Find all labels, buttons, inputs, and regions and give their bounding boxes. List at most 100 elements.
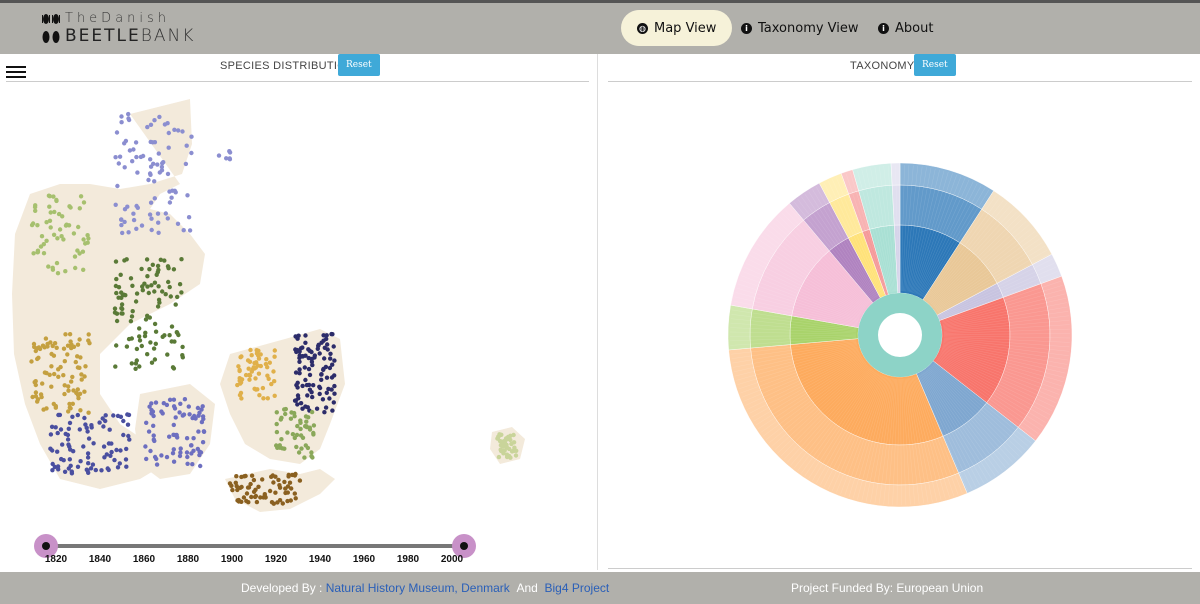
observation-point <box>257 393 262 398</box>
sunburst-texture-line <box>896 378 900 506</box>
observation-point <box>236 499 241 504</box>
observation-point <box>180 129 185 134</box>
sunburst-texture-line <box>929 367 1013 463</box>
map-reset-button[interactable]: Reset <box>338 54 380 76</box>
observation-point <box>157 300 162 305</box>
taxonomy-sunburst[interactable] <box>720 155 1080 515</box>
sunburst-center[interactable] <box>878 313 922 357</box>
observation-point <box>504 437 510 442</box>
observation-point <box>314 406 320 411</box>
observation-point <box>193 416 198 421</box>
observation-point <box>163 211 168 216</box>
nav-taxonomy-view[interactable]: i Taxonomy View <box>741 10 859 46</box>
timeline-track[interactable] <box>47 544 465 548</box>
observation-point <box>319 377 324 382</box>
observation-point <box>155 211 161 216</box>
observation-point <box>324 336 329 342</box>
observation-point <box>148 340 153 345</box>
observation-point <box>154 462 160 467</box>
observation-point <box>124 344 130 349</box>
observation-point <box>170 365 176 370</box>
timeline-tick: 2000 <box>440 554 464 565</box>
observation-point <box>256 371 262 376</box>
observation-point <box>167 200 173 205</box>
sunburst-segment[interactable] <box>890 162 901 186</box>
sunburst-texture-line <box>939 263 1055 317</box>
timeline-tick: 1840 <box>88 554 112 565</box>
observation-point <box>311 383 316 388</box>
observation-point <box>58 427 64 432</box>
big4-project-link[interactable]: Big4 Project <box>544 581 610 595</box>
observation-point <box>320 397 326 402</box>
observation-point <box>67 401 72 407</box>
observation-point <box>145 274 150 279</box>
observation-point <box>85 455 91 460</box>
sunburst-texture-line <box>760 360 865 433</box>
observation-point <box>509 441 514 447</box>
year-timeline-slider[interactable]: 1820 1840 1860 1880 1900 1920 1940 1960 … <box>34 532 486 572</box>
observation-point <box>288 416 294 421</box>
observation-point <box>73 359 79 365</box>
observation-point <box>122 165 127 170</box>
observation-point <box>41 251 47 256</box>
observation-point <box>152 321 158 327</box>
sunburst-texture-line <box>941 275 1060 320</box>
observation-point <box>113 155 118 160</box>
observation-point <box>149 283 154 288</box>
sunburst-texture-line <box>905 378 924 504</box>
observation-point <box>113 364 118 369</box>
observation-point <box>55 430 60 436</box>
observation-point <box>200 404 205 409</box>
observation-point <box>68 406 73 411</box>
observation-point <box>44 238 49 243</box>
sunburst-texture-line <box>775 218 868 306</box>
sunburst-texture-line <box>781 212 870 304</box>
sunburst-texture-line <box>783 367 871 460</box>
observation-point <box>148 448 153 454</box>
sunburst-texture-line <box>939 258 1053 316</box>
observation-point <box>145 124 150 130</box>
observation-point <box>309 349 314 355</box>
observation-point <box>322 356 327 361</box>
observation-point <box>75 342 81 347</box>
observation-point <box>38 392 44 397</box>
observation-point <box>504 454 510 460</box>
sunburst-texture-line <box>731 314 857 330</box>
taxonomy-reset-button[interactable]: Reset <box>914 54 956 76</box>
denmark-species-map[interactable] <box>0 84 597 524</box>
observation-point <box>286 474 291 479</box>
observation-point <box>145 313 150 318</box>
menu-icon[interactable] <box>6 66 26 80</box>
sunburst-texture-line <box>730 327 857 334</box>
observation-point <box>332 373 337 378</box>
observation-point <box>291 410 297 416</box>
sunburst-texture-line <box>928 368 1010 466</box>
app-logo[interactable]: TheDanish BEETLEBANK <box>40 11 200 49</box>
observation-point <box>150 262 155 267</box>
observation-point <box>296 450 302 455</box>
observation-point <box>39 234 45 239</box>
timeline-start-handle[interactable] <box>34 534 58 558</box>
observation-point <box>161 401 166 406</box>
sunburst-texture-line <box>790 204 872 302</box>
observation-point <box>75 387 81 392</box>
observation-point <box>171 397 177 402</box>
sunburst-texture-line <box>927 369 1006 469</box>
observation-point <box>152 280 158 285</box>
observation-point <box>62 383 67 388</box>
observation-point <box>81 267 86 272</box>
sunburst-texture-line <box>768 362 867 444</box>
nav-map-view[interactable]: ◍ Map View <box>621 10 733 46</box>
nav-about[interactable]: i About <box>878 10 933 46</box>
observation-point <box>119 306 124 311</box>
observation-point <box>285 430 290 435</box>
timeline-tick: 1980 <box>396 554 420 565</box>
observation-point <box>303 424 308 429</box>
observation-point <box>47 204 52 209</box>
nhm-denmark-link[interactable]: Natural History Museum, Denmark <box>325 581 510 595</box>
observation-point <box>120 230 125 236</box>
sunburst-texture-line <box>936 359 1041 431</box>
sunburst-texture-line <box>940 351 1058 399</box>
timeline-end-handle[interactable] <box>452 534 476 558</box>
observation-point <box>33 382 38 388</box>
